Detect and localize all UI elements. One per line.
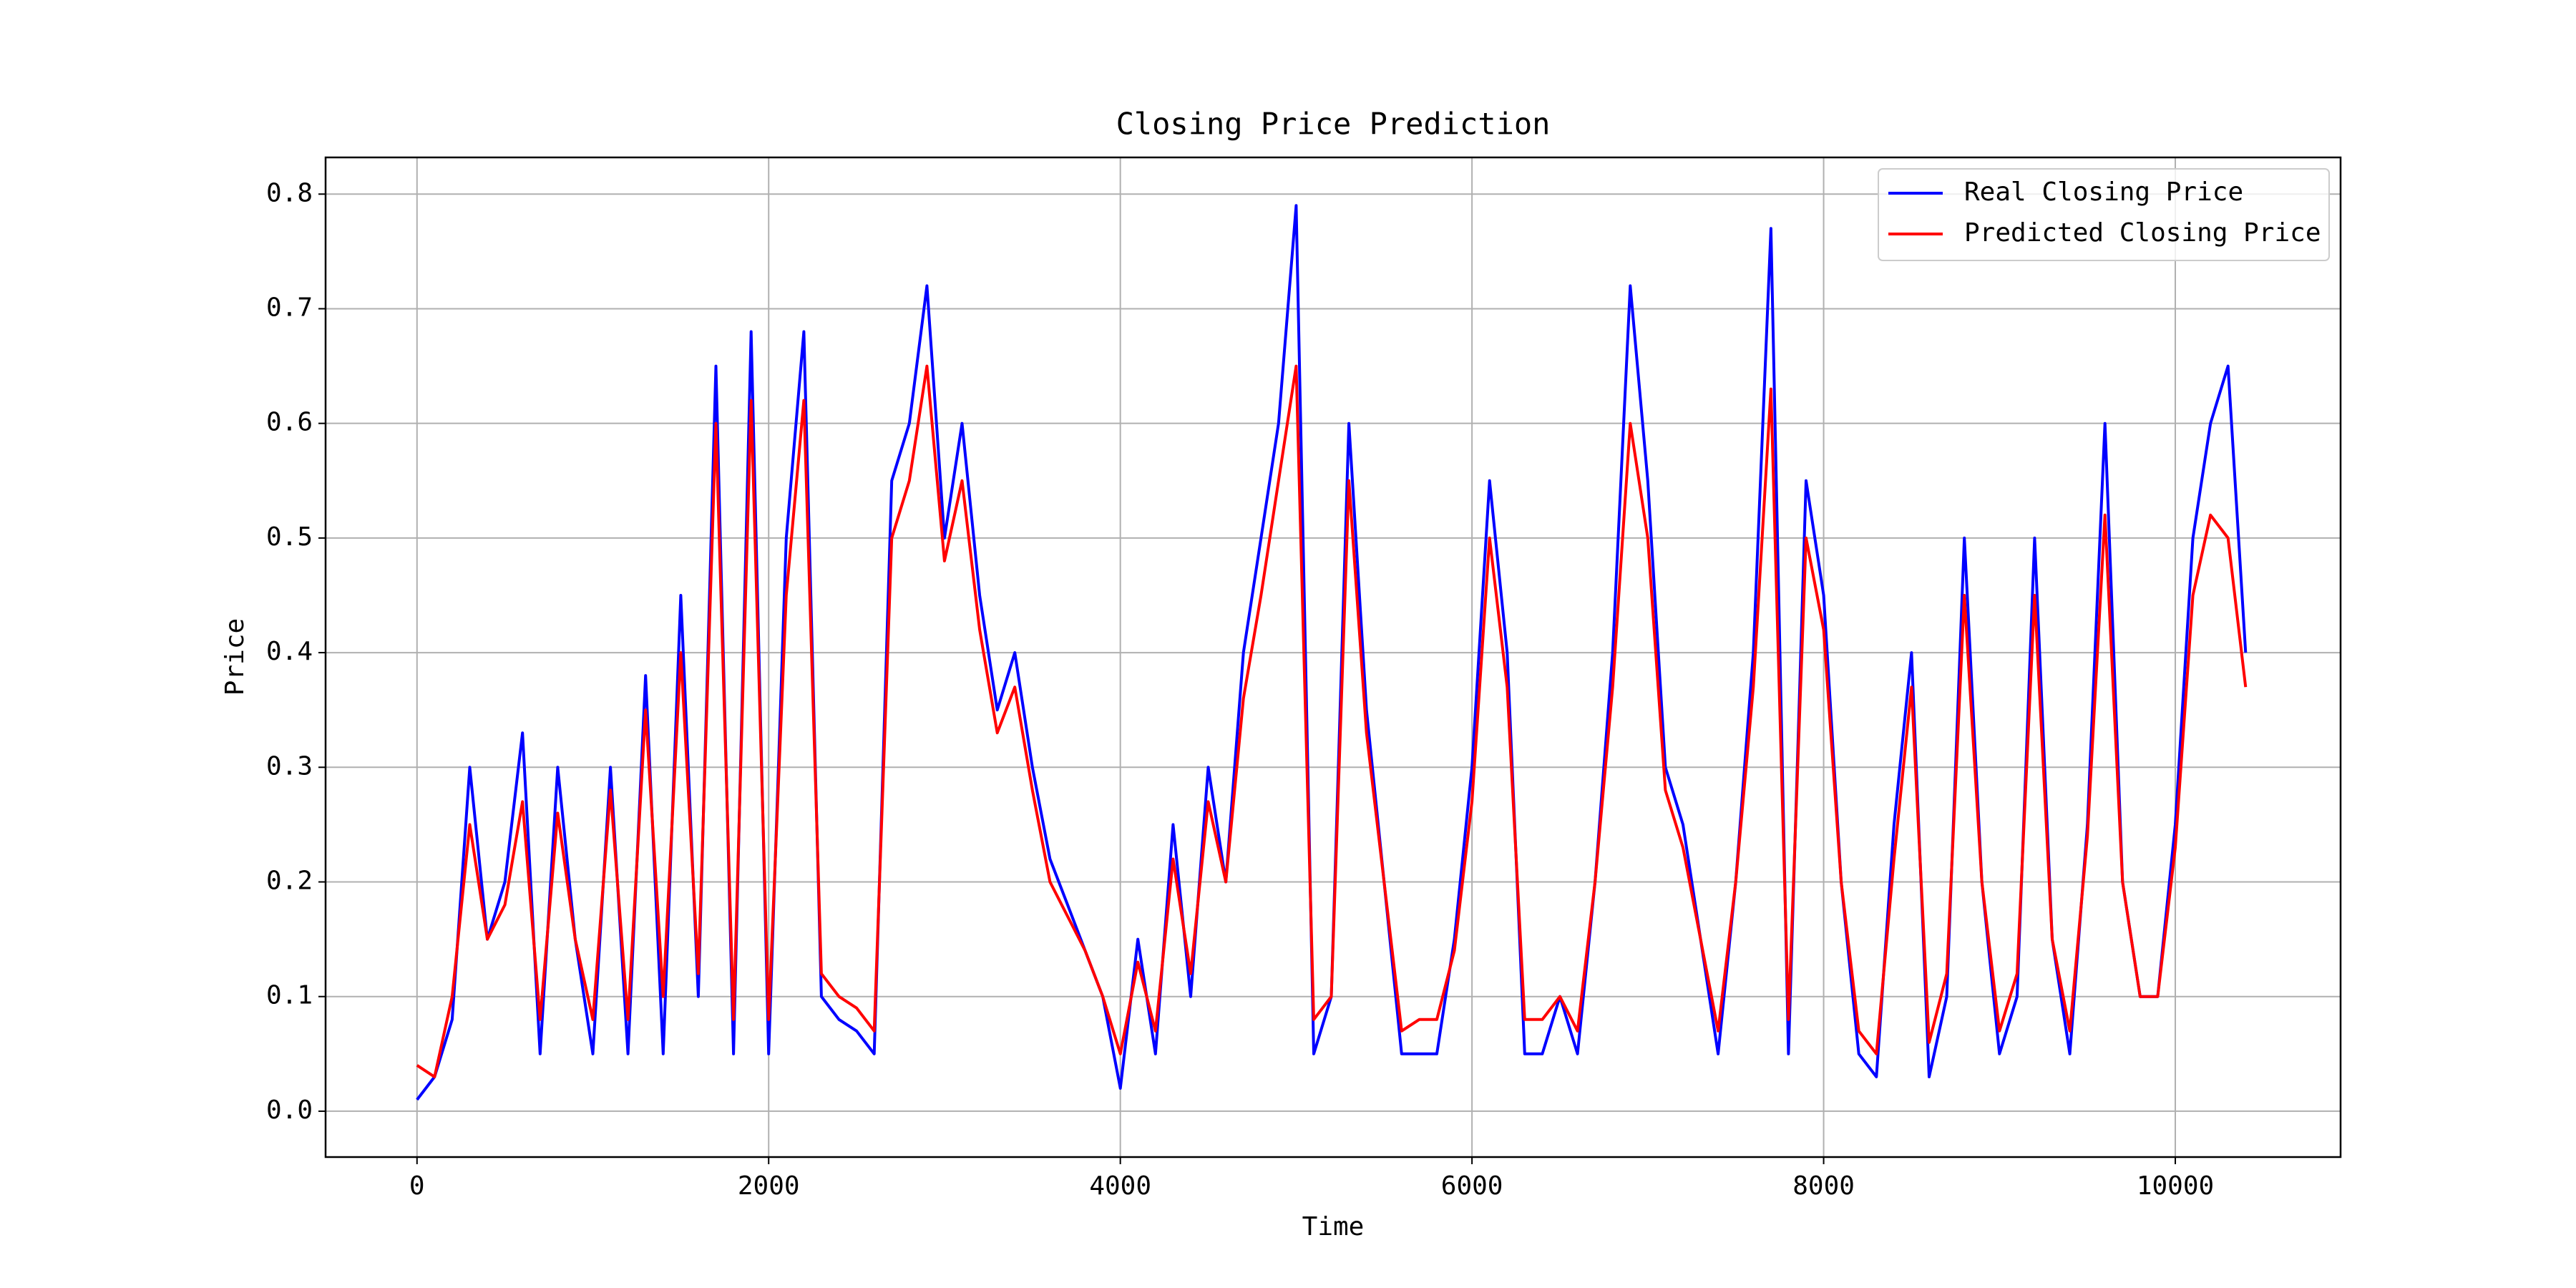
y-tick-label: 0.6 — [266, 408, 313, 437]
plot-frame — [324, 156, 2342, 1158]
x-tick-label: 8000 — [1792, 1171, 1855, 1201]
y-tick-label: 0.7 — [266, 293, 313, 322]
legend-label: Predicted Closing Price — [1964, 218, 2321, 248]
y-tick-label: 0.3 — [266, 751, 313, 781]
chart-title: Closing Price Prediction — [1116, 107, 1551, 142]
y-tick-label: 0.1 — [266, 981, 313, 1010]
grid — [326, 157, 2341, 1157]
x-axis-label: Time — [1302, 1212, 1365, 1241]
y-axis-label: Price — [220, 618, 250, 696]
x-tick-label: 6000 — [1441, 1171, 1503, 1201]
y-tick-label: 0.2 — [266, 867, 313, 896]
y-tick-label: 0.5 — [266, 522, 313, 552]
x-tick-label: 10000 — [2137, 1171, 2214, 1201]
legend: Real Closing Price Predicted Closing Pric… — [1878, 168, 2330, 261]
y-tick-label: 0.4 — [266, 637, 313, 666]
y-tick-label: 0.0 — [266, 1096, 313, 1125]
y-tick-label: 0.8 — [266, 178, 313, 208]
legend-label: Real Closing Price — [1964, 177, 2243, 207]
legend-box — [1878, 168, 2330, 261]
x-tick-label: 4000 — [1089, 1171, 1151, 1201]
x-tick-label: 0 — [409, 1171, 425, 1201]
series-line — [416, 364, 2248, 1078]
x-tick-label: 2000 — [738, 1171, 800, 1201]
